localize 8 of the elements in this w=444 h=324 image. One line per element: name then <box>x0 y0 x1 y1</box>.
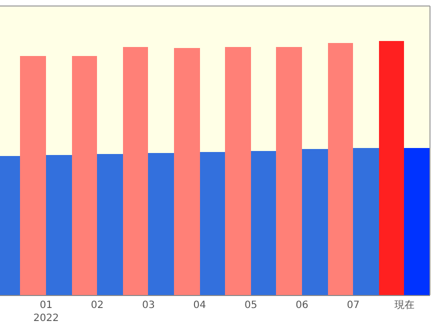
x-tick-label: 現在 <box>394 299 414 311</box>
x-tick-label: 05 <box>244 300 258 311</box>
x-tick-label: 03 <box>142 300 155 311</box>
x-tick-label: 04 <box>193 300 206 311</box>
x-tick-label: 06 <box>296 300 308 311</box>
x-tick-label: 01 2022 <box>33 300 59 324</box>
x-tick-label: 07 <box>346 300 360 311</box>
x-tick-label: 02 <box>90 300 104 311</box>
